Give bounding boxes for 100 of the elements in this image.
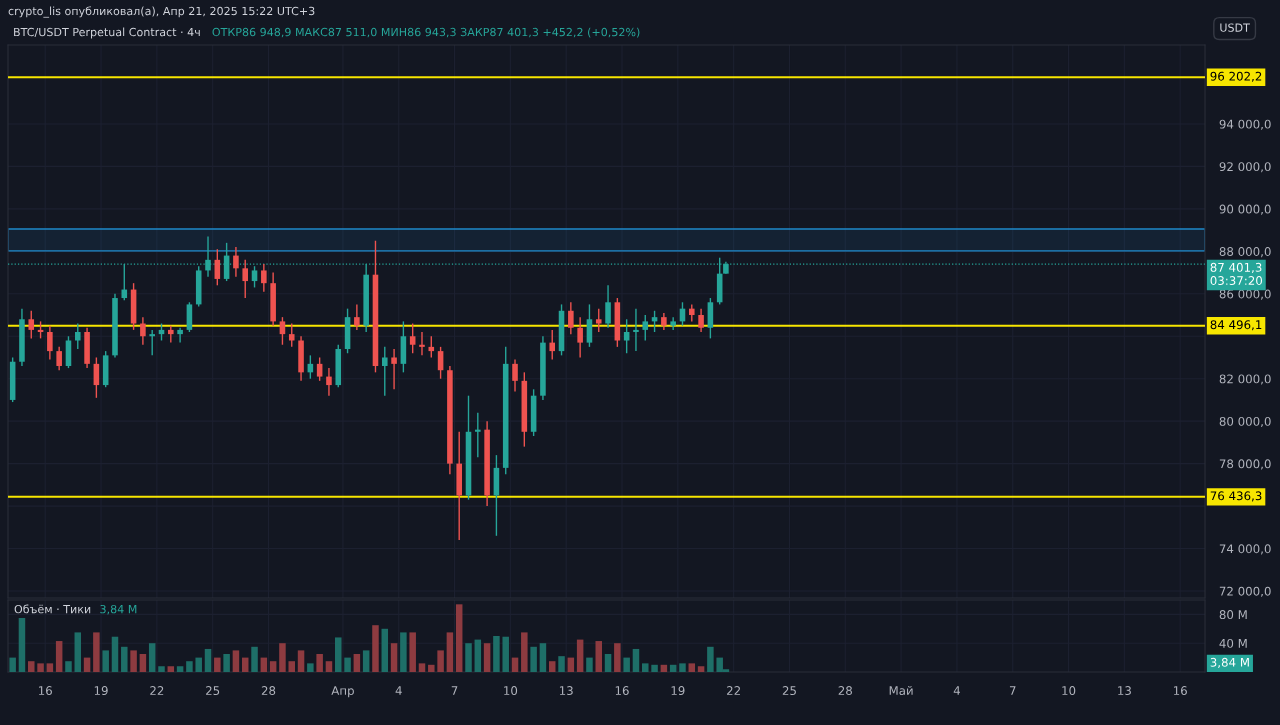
annotation: 3,84 M: [100, 604, 137, 615]
y-axis-title: USDT: [1220, 23, 1250, 32]
bar: [502, 636, 509, 672]
y-tick-label: 94 000,0: [1219, 119, 1271, 130]
y-tick-label: 86 000,0: [1219, 289, 1271, 300]
y-tick-label: 90 000,0: [1219, 204, 1271, 215]
ref-line-label: 87 401,3 03:37:20: [1210, 262, 1263, 286]
bar: [65, 661, 72, 672]
candlestick: [595, 307, 602, 333]
y-tick-label: 40 M: [1219, 638, 1247, 648]
bar: [548, 661, 556, 672]
chart-title: BTC/USDT Perpetual Contract · 4ч: [14, 27, 200, 39]
x-tick-label: 16: [1173, 686, 1187, 696]
y-tick-label: 80 000,0: [1219, 416, 1271, 428]
bar: [446, 632, 454, 672]
x-tick-label: 19: [94, 686, 108, 696]
bar: [167, 666, 175, 672]
candlestick: [149, 329, 155, 357]
bar: [576, 639, 584, 672]
x-tick-label: Май: [889, 685, 913, 696]
bar: [483, 643, 491, 672]
bar: [251, 646, 258, 672]
y-tick-label: 80 M: [1219, 610, 1247, 620]
candlestick: [586, 303, 593, 348]
candlestick: [568, 301, 574, 335]
bar: [688, 663, 696, 672]
bar: [595, 641, 602, 672]
bar: [148, 643, 156, 672]
bar: [158, 666, 165, 672]
x-tick-label: 10: [504, 686, 518, 696]
bar: [204, 648, 212, 672]
candlestick: [642, 314, 649, 342]
x-tick-label: 16: [615, 686, 629, 696]
text: crypto_lis опубликовал(а), Апр 21, 2025 15:22 UTC+3: [8, 6, 315, 18]
bar: [93, 632, 100, 672]
bar: [623, 657, 630, 672]
bar: [335, 637, 342, 672]
y-tick-label: 72 000,0: [1219, 586, 1271, 597]
bar: [400, 632, 407, 672]
bar: [316, 654, 323, 672]
y-tick-label: 78 000,0: [1219, 459, 1271, 470]
bar: [632, 648, 640, 672]
bar: [214, 657, 221, 672]
x-tick-label: 25: [782, 686, 796, 696]
bar: [111, 636, 119, 672]
bar: [344, 657, 351, 672]
bar: [176, 666, 184, 672]
bar: [530, 646, 537, 672]
bar: [102, 650, 109, 672]
candlestick: [140, 316, 146, 346]
candlestick: [242, 259, 249, 299]
bar: [9, 657, 16, 672]
ref-line-label: 96 202,2: [1210, 71, 1262, 82]
bar: [409, 632, 416, 672]
x-tick-label: 28: [261, 686, 276, 696]
bar: [418, 663, 426, 672]
bar: [195, 657, 202, 672]
bar: [372, 625, 379, 672]
candlestick: [74, 322, 81, 350]
x-tick-label: 22: [727, 686, 740, 695]
x-tick-label: Апр: [331, 686, 354, 698]
bar: [279, 643, 286, 672]
candlestick: [475, 411, 481, 458]
bar: [707, 646, 714, 672]
bar: [46, 663, 54, 672]
bar: [614, 643, 621, 672]
x-tick-label: 22: [150, 686, 164, 695]
x-tick-label: 13: [1118, 686, 1131, 696]
y-tick-label: 74 000,0: [1219, 544, 1271, 555]
x-tick-label: 10: [1062, 686, 1076, 696]
candlestick: [354, 303, 360, 331]
bar: [55, 641, 63, 672]
chart-subtitle: ОТКР86 948,9 МАКС87 511,0 МИН86 943,3 ЗАКР87 401,3 +452,2 (+0,52%): [212, 27, 640, 38]
bar: [465, 643, 472, 672]
bar: [642, 663, 649, 672]
bar: [288, 661, 295, 672]
y-tick-label: 92 000,0: [1219, 162, 1271, 173]
candlestick: [326, 367, 332, 397]
bar: [428, 664, 435, 672]
y-tick-label: 88 000,0: [1219, 247, 1271, 258]
candlestick: [288, 322, 295, 348]
bar: [381, 628, 389, 672]
x-tick-label: 4: [395, 686, 402, 695]
x-tick-label: 16: [39, 686, 52, 696]
bar: [307, 663, 314, 672]
candlestick: [512, 358, 518, 393]
bar: [604, 654, 612, 672]
candlestick: [28, 310, 35, 340]
bar: [697, 666, 705, 672]
candlestick: [316, 356, 323, 382]
candlestick: [633, 307, 639, 352]
bar: [455, 604, 463, 672]
candlestick: [409, 322, 416, 354]
x-tick-label: 4: [953, 686, 961, 695]
bar: [121, 646, 128, 672]
candlestick: [47, 324, 53, 361]
bar: [18, 618, 26, 672]
x-tick-label: 7: [451, 686, 458, 695]
candlestick: [177, 327, 183, 344]
candlestick: [279, 316, 286, 346]
